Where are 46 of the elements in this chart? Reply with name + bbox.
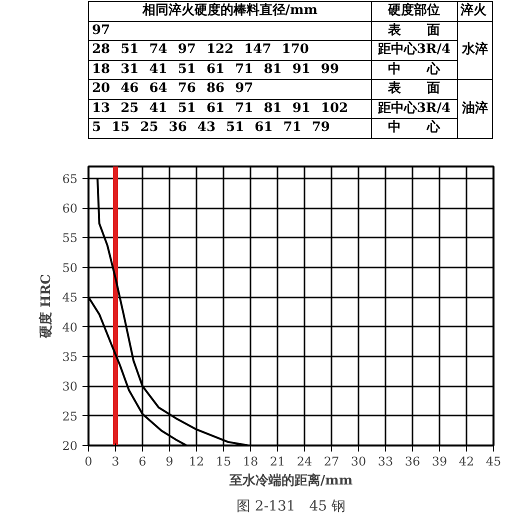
text: 水淬	[457, 21, 492, 80]
text: 油淬	[457, 80, 492, 138]
x-tick-label: 36	[404, 454, 420, 468]
x-tick-label: 39	[432, 454, 448, 468]
y-tick-label: 25	[62, 409, 78, 424]
x-tick-label: 21	[270, 454, 286, 468]
text: 淬火	[457, 2, 492, 22]
text: 28 51 74 97 122 147 170	[88, 40, 372, 60]
y-axis-title: 硬度 HRC	[38, 274, 54, 339]
y-tick-label: 45	[62, 290, 78, 305]
text: 硬度部位	[371, 2, 457, 22]
text: 20 46 64 76 86 97	[88, 80, 372, 100]
text: 5 15 25 36 43 51 61 71 79	[88, 118, 372, 138]
text: 相同淬火硬度的棒料直径/mm	[88, 2, 372, 22]
y-tick-label: 40	[62, 320, 78, 334]
x-tick-label: 24	[296, 454, 312, 468]
y-tick-label: 35	[62, 350, 78, 364]
x-axis-title: 至水冷端的距离/mm	[228, 472, 353, 488]
y-tick-label: 65	[62, 172, 78, 186]
text: 97	[88, 21, 372, 41]
x-tick-label: 15	[216, 454, 232, 468]
x-tick-label: 27	[324, 454, 340, 468]
x-tick-label: 3	[112, 454, 120, 468]
x-tick-label: 9	[166, 454, 174, 468]
text: 18 31 41 51 61 71 81 91 99	[88, 60, 372, 80]
caption: 图 2-131 45 钢	[236, 498, 346, 514]
x-tick-label: 45	[486, 454, 502, 468]
text: 距中心3R/4	[371, 40, 457, 60]
x-tick-label: 6	[138, 454, 146, 468]
y-tick-label: 20	[62, 439, 78, 453]
text: 距中心3R/4	[371, 99, 457, 119]
text: 表 面	[371, 80, 457, 100]
y-tick-label: 60	[62, 202, 78, 216]
text: 表 面	[371, 21, 457, 41]
y-tick-label: 50	[62, 260, 78, 275]
x-tick-label: 12	[188, 454, 204, 468]
text: 13 25 41 51 61 71 81 91 102	[88, 99, 372, 119]
x-tick-label: 0	[84, 454, 92, 468]
x-tick-label: 33	[378, 454, 394, 468]
x-tick-label: 42	[458, 454, 474, 468]
x-tick-label: 18	[242, 454, 258, 468]
x-tick-label: 30	[350, 454, 366, 468]
text: 中 心	[371, 60, 457, 80]
text: 中 心	[371, 118, 457, 138]
y-tick-label: 30	[62, 380, 78, 394]
y-tick-label: 55	[62, 231, 78, 246]
